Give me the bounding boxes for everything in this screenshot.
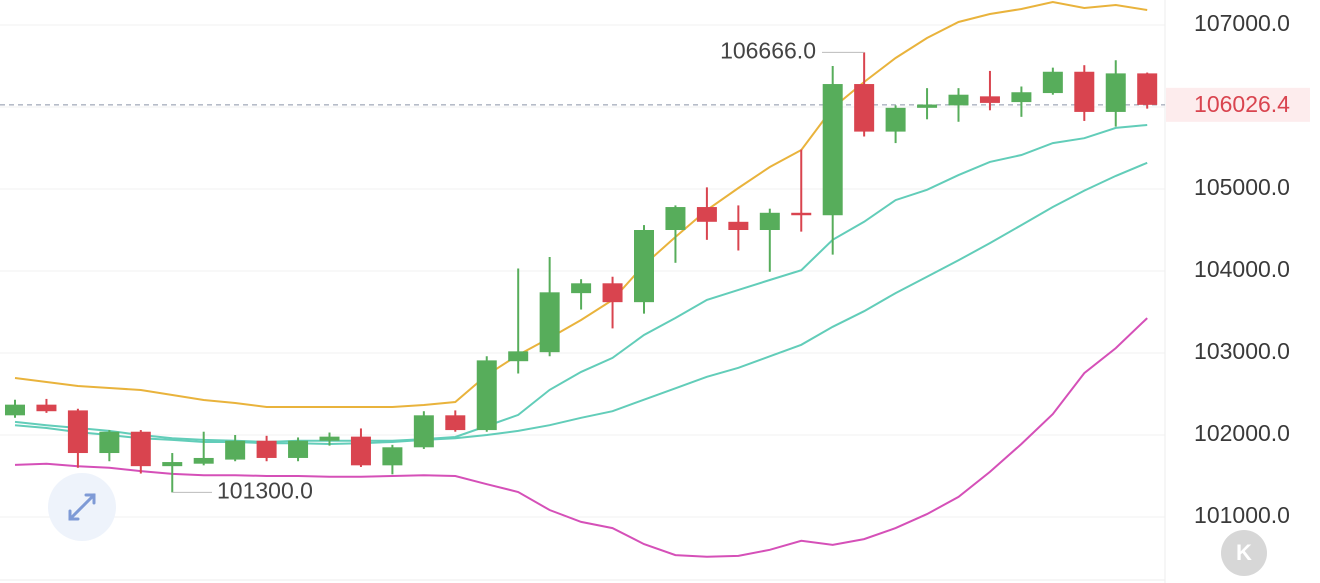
candle-body xyxy=(476,360,497,431)
k-button[interactable]: K xyxy=(1221,530,1267,576)
candle-body xyxy=(696,207,717,222)
candle-body xyxy=(162,462,183,467)
candle-body xyxy=(759,212,780,231)
candle-body xyxy=(979,96,1000,103)
candle-body xyxy=(571,283,592,294)
candle-body xyxy=(602,283,623,303)
candle-body xyxy=(36,404,57,412)
candle-body xyxy=(728,221,749,231)
k-bg[interactable] xyxy=(1221,530,1267,576)
candle-body xyxy=(130,431,151,467)
y-tick-label: 101000.0 xyxy=(1194,502,1290,528)
candle-body xyxy=(99,431,120,454)
candle-body xyxy=(1011,92,1032,103)
y-tick-label: 103000.0 xyxy=(1194,338,1290,364)
last-price-bg xyxy=(1166,87,1310,122)
candle-body xyxy=(445,415,466,431)
candle-body xyxy=(508,351,529,362)
candle-body xyxy=(67,410,88,454)
candle-body xyxy=(634,230,654,303)
candle-body xyxy=(256,440,277,458)
candle-body xyxy=(1137,73,1158,105)
candle-body xyxy=(1105,73,1126,112)
candle-body xyxy=(885,107,906,132)
candle-body xyxy=(822,84,843,216)
indicator-line xyxy=(14,0,1148,408)
y-tick-label: 104000.0 xyxy=(1194,256,1290,282)
max-label: 106666.0 xyxy=(720,37,816,63)
expand-button[interactable] xyxy=(48,473,116,541)
candle-body xyxy=(539,292,560,353)
candle-body xyxy=(413,415,434,448)
candle-body xyxy=(1074,71,1095,112)
candle-body xyxy=(382,447,403,466)
candle-body xyxy=(948,94,969,106)
candle-body xyxy=(319,436,340,441)
candle-body xyxy=(1042,71,1063,94)
candle-body xyxy=(665,207,686,231)
k-label[interactable]: K xyxy=(1236,540,1252,565)
indicator-line xyxy=(14,317,1148,558)
last-price-label: 106026.4 xyxy=(1194,91,1290,117)
y-tick-label: 102000.0 xyxy=(1194,420,1290,446)
candle-body xyxy=(917,104,938,108)
y-tick-label: 105000.0 xyxy=(1194,174,1290,200)
expand-icon[interactable] xyxy=(68,493,96,521)
candle-body xyxy=(225,440,246,460)
min-label: 101300.0 xyxy=(217,477,313,503)
candle-body xyxy=(350,436,371,466)
candle-body xyxy=(5,404,25,416)
candle-body xyxy=(288,440,309,458)
y-tick-label: 107000.0 xyxy=(1194,10,1290,36)
candle-body xyxy=(791,212,812,216)
candle-body xyxy=(193,457,214,464)
candle-body xyxy=(854,84,875,132)
